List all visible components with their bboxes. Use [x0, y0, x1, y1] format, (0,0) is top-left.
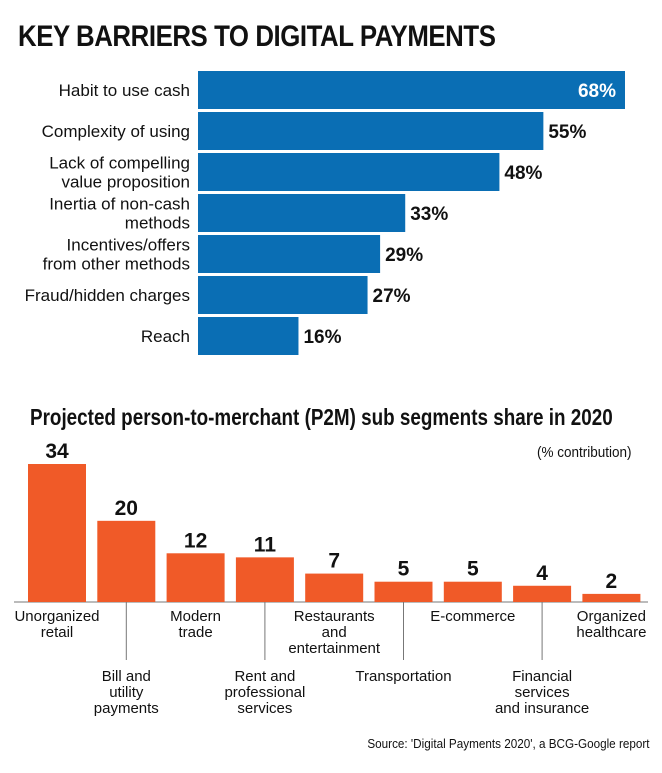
- source-note: Source: 'Digital Payments 2020', a BCG-G…: [367, 736, 650, 751]
- chart2-subtitle: (% contribution): [537, 444, 632, 461]
- segment-bar: [582, 593, 641, 602]
- segment-bar: [513, 585, 572, 602]
- barrier-category-label: Habit to use cash: [59, 81, 190, 100]
- segment-value-label: 7: [328, 550, 340, 573]
- segment-value-label: 2: [606, 570, 618, 593]
- segment-category-label: utility: [109, 684, 144, 701]
- segment-bar: [235, 557, 294, 602]
- segment-value-label: 5: [467, 558, 479, 581]
- barrier-bar: [198, 112, 544, 150]
- segment-bar: [443, 581, 502, 602]
- barrier-bar: [198, 194, 406, 232]
- barrier-category-label: methods: [125, 214, 190, 233]
- segment-category-label: retail: [41, 624, 74, 641]
- segment-category-label: services: [237, 700, 292, 717]
- segment-value-label: 4: [536, 562, 548, 585]
- barrier-category-label: from other methods: [43, 255, 190, 274]
- segment-bar: [374, 581, 433, 602]
- chart2-title: Projected person-to-merchant (P2M) sub s…: [30, 404, 613, 430]
- segment-category-label: Rent and: [234, 668, 295, 685]
- segment-category-label: Modern: [170, 608, 221, 625]
- barrier-bar: [198, 317, 299, 355]
- barrier-value-label: 55%: [548, 122, 586, 143]
- barrier-value-label: 29%: [385, 245, 423, 266]
- segment-value-label: 5: [398, 558, 410, 581]
- segment-value-label: 12: [184, 529, 207, 552]
- segment-category-label: entertainment: [288, 640, 381, 657]
- segment-bar: [305, 573, 364, 602]
- segment-bar: [28, 464, 86, 602]
- barrier-value-label: 33%: [410, 204, 448, 225]
- barrier-bar: [198, 235, 381, 273]
- segment-category-label: Bill and: [102, 668, 151, 685]
- barrier-bar: [198, 276, 368, 314]
- barrier-value-label: 48%: [504, 163, 542, 184]
- segment-bar: [97, 520, 156, 602]
- segment-value-label: 11: [254, 533, 277, 556]
- segment-category-label: Financial: [512, 668, 572, 685]
- segment-category-label: and insurance: [495, 700, 589, 717]
- barrier-value-label: 16%: [303, 327, 341, 348]
- segment-category-label: Organized: [577, 608, 646, 625]
- segment-value-label: 34: [45, 440, 69, 463]
- segment-category-label: payments: [94, 700, 159, 717]
- chart1-title: KEY BARRIERS TO DIGITAL PAYMENTS: [18, 20, 496, 53]
- segment-category-label: Restaurants: [294, 608, 375, 625]
- segment-category-label: Transportation: [355, 668, 451, 685]
- barriers-bar-chart: Habit to use cash 68% Complexity of using 5…: [25, 71, 625, 355]
- barrier-value-label: 27%: [373, 286, 411, 307]
- barrier-category-label: Inertia of non-cash: [49, 195, 190, 214]
- segment-category-label: Unorganized: [14, 608, 99, 625]
- barrier-value-label: 68%: [578, 81, 616, 102]
- segment-category-label: and: [322, 624, 347, 641]
- segment-bar: [166, 553, 225, 602]
- segment-category-label: healthcare: [576, 624, 646, 641]
- segment-category-label: services: [515, 684, 570, 701]
- barrier-bar: [198, 153, 500, 191]
- barrier-category-label: Lack of compelling: [49, 154, 190, 173]
- barrier-bar: [198, 71, 625, 109]
- barrier-category-label: value proposition: [61, 173, 190, 192]
- segment-category-label: professional: [224, 684, 305, 701]
- barrier-category-label: Incentives/offers: [67, 236, 190, 255]
- barrier-category-label: Reach: [141, 327, 190, 346]
- barrier-category-label: Fraud/hidden charges: [25, 286, 190, 305]
- barrier-category-label: Complexity of using: [42, 122, 190, 141]
- segment-category-label: E-commerce: [430, 608, 515, 625]
- segment-category-label: trade: [178, 624, 212, 641]
- segment-value-label: 20: [115, 497, 138, 520]
